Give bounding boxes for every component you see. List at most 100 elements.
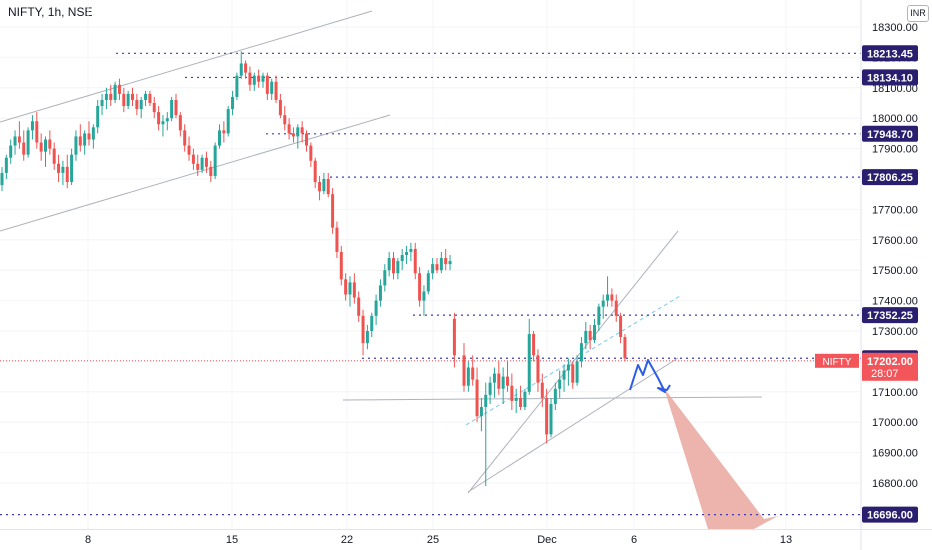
last-price-value: 17202.00 — [867, 356, 913, 368]
candle-body — [274, 81, 278, 100]
candle-body — [22, 142, 26, 155]
grid — [0, 0, 861, 529]
candle-body — [448, 261, 452, 265]
candle-body — [387, 258, 391, 271]
candle-body — [519, 397, 523, 407]
y-axis-labels: 16800.0016900.0017000.0017100.0017200.00… — [872, 22, 918, 490]
candle-body — [0, 172, 4, 186]
candle-body — [144, 93, 148, 100]
candle-body — [57, 163, 61, 173]
candle-body — [244, 63, 248, 73]
candle-body — [83, 133, 87, 146]
candle-body — [291, 133, 295, 137]
candle-body — [506, 376, 509, 386]
x-tick-label: 8 — [85, 534, 91, 546]
candle-body — [392, 258, 395, 274]
candle-body — [361, 315, 365, 344]
candle-body — [283, 115, 287, 125]
candle-body — [466, 367, 470, 386]
candle-body — [322, 179, 326, 192]
candle-body — [462, 355, 466, 386]
candle-body — [523, 391, 527, 407]
candle-body — [131, 93, 134, 100]
candle-body — [209, 166, 213, 176]
candle-body — [571, 364, 575, 383]
candle-body — [296, 127, 300, 137]
level-tag-label: 18213.45 — [867, 48, 913, 60]
candle-body — [422, 291, 426, 301]
last-price-symbol-tag — [815, 353, 859, 368]
candle-body — [235, 75, 239, 97]
trend-line — [342, 396, 763, 401]
trend-line — [0, 114, 391, 232]
candle-body — [409, 248, 413, 252]
level-tag — [862, 307, 918, 324]
y-tick-label: 17400.00 — [872, 296, 918, 308]
candle-body — [335, 227, 339, 252]
candle-body — [148, 93, 152, 103]
level-tag — [862, 169, 918, 186]
trend-line — [0, 10, 373, 123]
candle-body — [196, 163, 200, 170]
candle-body — [378, 285, 382, 301]
y-tick-label: 17100.00 — [872, 387, 918, 399]
candle-body — [597, 306, 601, 325]
candle-body — [126, 93, 130, 107]
candle-body — [170, 99, 174, 119]
level-tag-label: 17948.70 — [867, 129, 913, 141]
currency-button[interactable]: INR — [907, 5, 929, 22]
candle-body — [488, 382, 492, 395]
x-tick-label: 22 — [341, 534, 353, 546]
candle-body — [305, 133, 308, 146]
candle-body — [218, 130, 221, 146]
candle-body — [435, 264, 439, 271]
candle-body — [584, 331, 588, 344]
candle-body — [74, 136, 78, 155]
candle-body — [139, 99, 143, 110]
candle-body — [357, 297, 361, 316]
x-tick-label: 6 — [631, 534, 637, 546]
candle-body — [405, 251, 409, 255]
y-tick-label: 16900.00 — [872, 448, 918, 460]
level-tags: 18213.45 18134.10 17948.70 17806.25 17352.25… — [815, 45, 918, 523]
candle-body — [475, 379, 479, 417]
y-tick-label: 16800.00 — [872, 478, 918, 490]
candle-body — [178, 115, 182, 131]
candle-body — [200, 157, 204, 170]
candle-body — [383, 270, 387, 286]
y-tick-label: 18000.00 — [872, 113, 918, 125]
candle-body — [100, 99, 104, 107]
candle-body — [35, 121, 39, 143]
candle-body — [13, 136, 17, 146]
candle-body — [91, 127, 95, 140]
candle-body — [70, 154, 74, 183]
candles — [0, 51, 627, 487]
candle-body — [248, 72, 252, 85]
candle-body — [174, 99, 178, 116]
candle-body — [431, 264, 435, 274]
candle-body — [365, 331, 369, 344]
candle-body — [152, 103, 156, 113]
y-tick-label: 18300.00 — [872, 22, 918, 34]
candle-body — [593, 324, 596, 341]
candle-body — [278, 99, 282, 116]
candle-body — [96, 106, 100, 128]
candle-body — [471, 367, 475, 380]
level-tag — [862, 69, 918, 86]
candle-body — [514, 397, 518, 401]
y-tick-label: 17700.00 — [872, 204, 918, 216]
candle-body — [623, 337, 627, 359]
candle-body — [287, 124, 291, 134]
candle-body — [270, 81, 274, 94]
candle-body — [566, 364, 570, 371]
candle-body — [231, 96, 235, 110]
candle-body — [52, 148, 56, 164]
candle-body — [575, 361, 579, 383]
last-price-tag — [862, 352, 918, 381]
candle-body — [309, 145, 313, 161]
candle-body — [545, 397, 549, 435]
candle-body — [553, 388, 557, 404]
candle-body — [510, 385, 514, 401]
candle-body — [426, 273, 430, 292]
